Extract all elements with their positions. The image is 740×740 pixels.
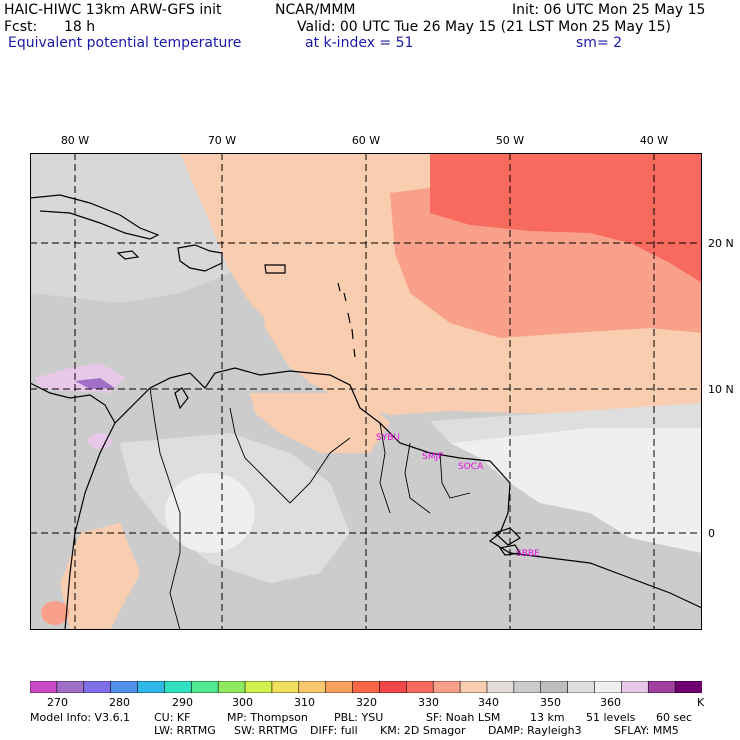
resolution: 13 km — [530, 711, 565, 724]
field-sw-salmon — [41, 601, 69, 625]
colorbar-swatch — [217, 681, 246, 693]
colorbar-swatch — [56, 681, 85, 693]
pbl-scheme: PBL: YSU — [334, 711, 384, 724]
colorbar-swatch — [513, 681, 542, 693]
mp-scheme: MP: Thompson — [227, 711, 308, 724]
colorbar-swatch — [298, 681, 327, 693]
timestep: 60 sec — [656, 711, 693, 724]
station-label: SBBE — [516, 549, 540, 559]
colorbar-swatch — [244, 681, 273, 693]
diffusion: DIFF: full — [310, 724, 358, 737]
colorbar-swatch — [459, 681, 488, 693]
colorbar-label: 310 — [294, 696, 315, 709]
field-andes-peach — [60, 523, 140, 630]
vertical-level: at k-index = 51 — [305, 35, 414, 51]
field-white-zone — [450, 428, 702, 553]
levels: 51 levels — [586, 711, 636, 724]
sflay-scheme: SFLAY: MM5 — [614, 724, 679, 737]
colorbar-swatch — [432, 681, 461, 693]
colorbar-swatch — [647, 681, 676, 693]
station-label: SOCA — [458, 462, 484, 472]
colorbar-label: 280 — [109, 696, 130, 709]
damping: DAMP: Rayleigh3 — [488, 724, 582, 737]
smoothing: sm= 2 — [576, 35, 623, 51]
init-time: Init: 06 UTC Mon 25 May 15 — [512, 2, 706, 18]
field-venezuela-peach — [250, 393, 390, 453]
colorbar-swatch — [406, 681, 435, 693]
colorbar-label: 270 — [47, 696, 68, 709]
colorbar-label: 320 — [356, 696, 377, 709]
graticule — [30, 153, 702, 630]
lon-label-50w: 50 W — [495, 134, 525, 147]
lon-label-60w: 60 W — [351, 134, 381, 147]
colorbar-swatch — [379, 681, 408, 693]
colorbar-swatch — [110, 681, 139, 693]
station-label: SMJP — [422, 452, 444, 462]
colorbar-unit: K — [697, 696, 705, 709]
field-nw-grey — [30, 153, 230, 303]
field-colombia-lavender — [88, 433, 112, 449]
lat-label-0: 0 — [708, 527, 715, 540]
colorbar-swatch — [486, 681, 515, 693]
colorbar-swatch — [352, 681, 381, 693]
colorbar-swatch — [540, 681, 569, 693]
lon-label-40w: 40 W — [639, 134, 669, 147]
colorbar-swatch — [271, 681, 300, 693]
colorbar-label: 350 — [540, 696, 561, 709]
theta-e-map: SYBU SMJP SOCA SBBE — [30, 153, 702, 630]
model-title: HAIC-HIWC 13km ARW-GFS init — [4, 2, 222, 18]
field-lightgrey-band — [430, 403, 702, 443]
colorbar-swatch — [674, 681, 702, 693]
colorbar-swatch — [137, 681, 166, 693]
colorbar — [30, 681, 702, 693]
km-scheme: KM: 2D Smagor — [380, 724, 466, 737]
field-red-zone — [430, 153, 702, 283]
forecast-label: Fcst: — [4, 19, 38, 35]
lon-label-70w: 70 W — [207, 134, 237, 147]
lat-label-10n: 10 N — [708, 383, 734, 396]
colorbar-swatch — [594, 681, 623, 693]
colorbar-swatch — [30, 681, 58, 693]
station-label: SYBU — [376, 433, 400, 443]
colorbar-swatch — [164, 681, 193, 693]
field-name: Equivalent potential temperature — [8, 35, 242, 51]
field-sa-white — [165, 473, 255, 553]
field-panama-purple — [75, 378, 115, 389]
colorbar-label: 360 — [600, 696, 621, 709]
lon-label-80w: 80 W — [60, 134, 90, 147]
colorbar-swatch — [567, 681, 596, 693]
sf-scheme: SF: Noah LSM — [426, 711, 501, 724]
colorbar-label: 290 — [172, 696, 193, 709]
colorbar-swatch — [325, 681, 354, 693]
map-frame — [30, 153, 702, 630]
model-info: Model Info: V3.6.1 — [30, 711, 131, 724]
colorbar-label: 300 — [232, 696, 253, 709]
forecast-hour: 18 h — [64, 19, 96, 35]
lat-label-20n: 20 N — [708, 237, 734, 250]
valid-time: Valid: 00 UTC Tue 26 May 15 (21 LST Mon … — [297, 19, 671, 35]
sw-scheme: SW: RRTMG — [234, 724, 298, 737]
lw-scheme: LW: RRTMG — [154, 724, 216, 737]
field-peach-band — [260, 283, 360, 388]
colorbar-swatch — [83, 681, 112, 693]
colorbar-label: 330 — [418, 696, 439, 709]
colorbar-swatch — [190, 681, 219, 693]
organization: NCAR/MMM — [275, 2, 356, 18]
colorbar-label: 340 — [478, 696, 499, 709]
cu-scheme: CU: KF — [154, 711, 191, 724]
colorbar-swatch — [621, 681, 650, 693]
